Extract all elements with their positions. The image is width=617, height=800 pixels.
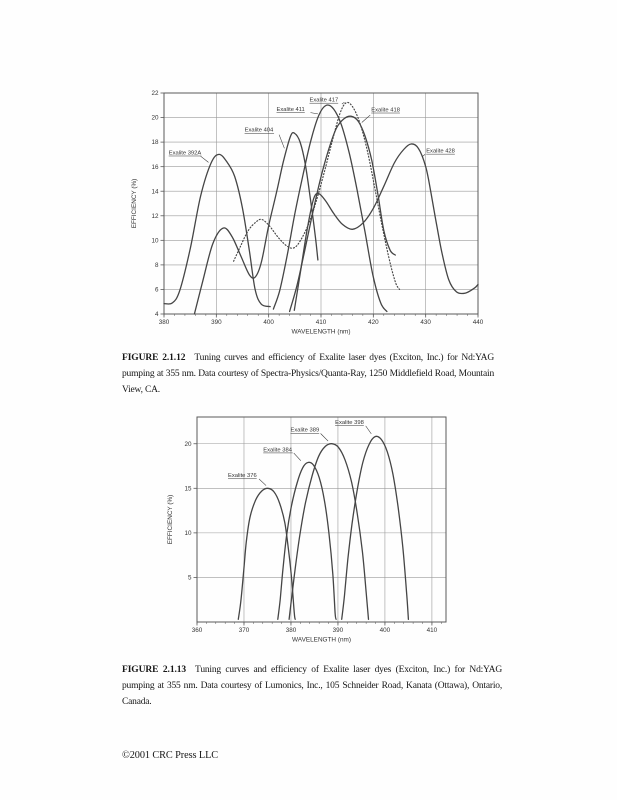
- curve-label-exalite-404: Exalite 404: [245, 128, 274, 134]
- curve-exalite-389: [288, 443, 370, 620]
- tuning-curves-chart-figure-2-1-12: 380 390 400 410 420 430 440 4 6 8 10 12 14 16 18 20 22 WA…: [131, 90, 484, 336]
- copyright-notice: ©2001 CRC Press LLC: [122, 750, 219, 761]
- x-tick-label: 410: [316, 319, 327, 326]
- plot-frame: [196, 416, 447, 623]
- figure-2-1-13-caption-label: FIGURE 2.1.13: [122, 665, 187, 675]
- y-tick-label: 5: [188, 575, 192, 582]
- curve-label-exalite-384: Exalite 384: [263, 447, 292, 453]
- y-tick-label: 12: [151, 213, 159, 220]
- figure-2-1-12-caption-label: FIGURE 2.1.12: [122, 353, 186, 363]
- y-tick-label: 18: [151, 139, 159, 146]
- figure-2-1-12-caption: FIGURE 2.1.12 Tuning curves and efficienc…: [122, 351, 494, 399]
- x-tick-label: 400: [380, 627, 391, 634]
- curve-label-leader-line: [361, 114, 371, 123]
- curve-label-leader-line: [278, 134, 285, 149]
- curve-label-leader-line: [421, 154, 426, 158]
- y-tick-label: 8: [155, 262, 159, 269]
- curve-exalite-398: [341, 435, 410, 620]
- y-tick-label: 15: [184, 485, 192, 492]
- curve-exalite-376: [237, 487, 296, 620]
- x-tick-label: 380: [286, 627, 297, 634]
- x-tick-label: 360: [192, 627, 203, 634]
- y-axis-title: EFFICIENCY (%): [131, 179, 138, 229]
- y-tick-label: 14: [151, 188, 159, 195]
- curve-exalite-411: [272, 104, 388, 313]
- y-tick-label: 6: [155, 287, 159, 294]
- curve-label-leader-line: [320, 433, 329, 442]
- curve-label-exalite-398: Exalite 398: [335, 420, 364, 426]
- curve-exalite-428: [293, 143, 479, 311]
- curve-label-exalite-418: Exalite 418: [371, 107, 400, 113]
- x-axis-title: WAVELENGTH (nm): [292, 329, 351, 336]
- curve-exalite-384: [277, 461, 337, 620]
- curve-label-leader-line: [258, 478, 267, 486]
- x-tick-label: 380: [159, 319, 170, 326]
- curve-label-exalite-376: Exalite 376: [228, 473, 257, 479]
- figure-2-1-13-caption-text: Tuning curves and efficiency of Exalite …: [122, 665, 502, 707]
- curve-label-leader-line: [200, 155, 209, 163]
- curve-exalite-392a: [163, 153, 271, 308]
- curve-label-exalite-411: Exalite 411: [277, 107, 305, 113]
- x-tick-label: 390: [211, 319, 222, 326]
- y-axis-title: EFFICIENCY (%): [167, 495, 174, 545]
- y-tick-label: 16: [151, 164, 159, 171]
- x-axis-title: WAVELENGTH (nm): [292, 637, 351, 644]
- curve-label-exalite-417: Exalite 417: [309, 98, 338, 104]
- x-tick-label: 370: [239, 627, 250, 634]
- y-tick-label: 20: [151, 115, 159, 122]
- x-tick-label: 440: [473, 319, 484, 326]
- y-tick-label: 22: [151, 90, 159, 97]
- y-tick-label: 4: [155, 311, 159, 318]
- figure-2-1-13-caption: FIGURE 2.1.13 Tuning curves and efficienc…: [122, 663, 502, 711]
- x-tick-label: 400: [263, 319, 274, 326]
- y-tick-label: 10: [184, 530, 192, 537]
- x-tick-label: 390: [333, 627, 344, 634]
- figure-2-1-12-caption-text: Tuning curves and efficiency of Exalite …: [122, 353, 494, 395]
- x-tick-label: 430: [420, 319, 431, 326]
- tuning-curves-chart-figure-2-1-13: 360 370 380 390 400 410 5 10 15 20 WAVELENGTH (nm)…: [167, 416, 447, 644]
- y-tick-label: 10: [151, 237, 159, 244]
- x-tick-label: 410: [427, 627, 438, 634]
- curve-label-exalite-389: Exalite 389: [290, 428, 319, 434]
- curve-label-leader-line: [365, 425, 372, 435]
- x-tick-label: 420: [368, 319, 379, 326]
- curve-exalite-418: [288, 115, 396, 313]
- curve-label-exalite-392a: Exalite 392A: [169, 150, 202, 156]
- curve-label-leader-line: [293, 452, 302, 461]
- y-tick-label: 20: [184, 441, 192, 448]
- curve-label-leader-line: [341, 101, 345, 105]
- curve-label-leader-line: [310, 112, 318, 115]
- curve-label-exalite-428: Exalite 428: [426, 149, 455, 155]
